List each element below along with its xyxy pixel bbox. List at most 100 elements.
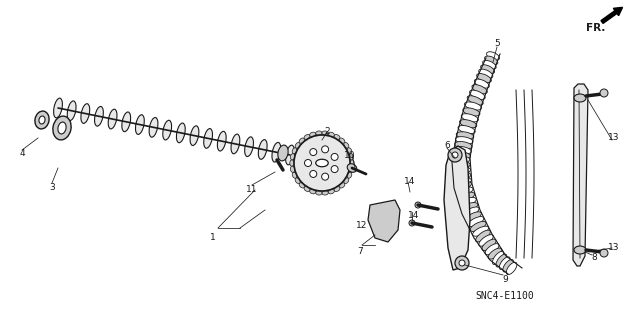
- Ellipse shape: [477, 74, 492, 82]
- Polygon shape: [444, 146, 470, 270]
- Ellipse shape: [349, 154, 353, 160]
- Ellipse shape: [461, 114, 478, 122]
- Ellipse shape: [467, 96, 483, 105]
- Text: 4: 4: [19, 149, 25, 158]
- Polygon shape: [573, 84, 588, 266]
- Ellipse shape: [453, 151, 470, 159]
- Ellipse shape: [470, 90, 485, 100]
- Ellipse shape: [136, 115, 144, 134]
- Circle shape: [310, 170, 317, 177]
- Ellipse shape: [278, 145, 288, 161]
- Ellipse shape: [468, 217, 484, 226]
- Ellipse shape: [316, 191, 322, 195]
- Ellipse shape: [485, 244, 499, 255]
- Ellipse shape: [218, 131, 226, 151]
- Ellipse shape: [452, 162, 470, 169]
- Ellipse shape: [322, 131, 328, 135]
- Ellipse shape: [465, 102, 481, 110]
- Circle shape: [600, 89, 608, 97]
- Text: 5: 5: [494, 40, 500, 48]
- Ellipse shape: [39, 116, 45, 124]
- Ellipse shape: [479, 234, 493, 246]
- Ellipse shape: [295, 178, 300, 183]
- Circle shape: [331, 166, 338, 173]
- Ellipse shape: [35, 111, 49, 129]
- Text: 3: 3: [49, 183, 55, 192]
- Ellipse shape: [54, 98, 62, 118]
- Ellipse shape: [328, 132, 334, 137]
- Ellipse shape: [316, 159, 328, 167]
- Ellipse shape: [454, 172, 471, 179]
- Ellipse shape: [339, 138, 345, 143]
- Text: SNC4-E1100: SNC4-E1100: [476, 291, 534, 301]
- Ellipse shape: [409, 220, 415, 226]
- Ellipse shape: [492, 251, 504, 264]
- Ellipse shape: [81, 104, 90, 123]
- Ellipse shape: [244, 137, 253, 157]
- Ellipse shape: [454, 177, 471, 184]
- Circle shape: [600, 249, 608, 257]
- Text: 7: 7: [357, 248, 363, 256]
- Ellipse shape: [272, 142, 281, 162]
- Ellipse shape: [465, 212, 481, 222]
- Ellipse shape: [463, 108, 480, 116]
- Ellipse shape: [334, 187, 340, 191]
- Ellipse shape: [339, 183, 345, 188]
- Circle shape: [331, 153, 338, 160]
- Ellipse shape: [163, 120, 172, 140]
- Text: 12: 12: [356, 220, 368, 229]
- Ellipse shape: [344, 143, 349, 148]
- FancyArrow shape: [601, 7, 623, 23]
- Ellipse shape: [290, 160, 294, 166]
- Ellipse shape: [259, 140, 267, 159]
- Ellipse shape: [452, 156, 470, 164]
- Circle shape: [294, 135, 350, 191]
- Ellipse shape: [458, 125, 475, 134]
- Ellipse shape: [481, 65, 495, 74]
- Ellipse shape: [350, 160, 354, 166]
- Ellipse shape: [456, 187, 473, 196]
- Ellipse shape: [67, 101, 76, 121]
- Text: 8: 8: [591, 254, 597, 263]
- Ellipse shape: [122, 112, 131, 132]
- Ellipse shape: [316, 131, 322, 135]
- Ellipse shape: [295, 143, 300, 148]
- Ellipse shape: [204, 129, 212, 148]
- Ellipse shape: [456, 132, 474, 139]
- Ellipse shape: [482, 239, 496, 250]
- Ellipse shape: [231, 134, 240, 154]
- Ellipse shape: [476, 230, 490, 242]
- Ellipse shape: [348, 164, 356, 172]
- Ellipse shape: [454, 142, 472, 149]
- Ellipse shape: [463, 207, 479, 217]
- Ellipse shape: [292, 172, 297, 178]
- Ellipse shape: [108, 109, 117, 129]
- Ellipse shape: [488, 248, 502, 259]
- Ellipse shape: [470, 221, 486, 231]
- Circle shape: [310, 149, 317, 156]
- Ellipse shape: [503, 260, 513, 272]
- Ellipse shape: [474, 79, 490, 88]
- Ellipse shape: [460, 197, 476, 206]
- Ellipse shape: [479, 69, 493, 78]
- Ellipse shape: [53, 116, 71, 140]
- Ellipse shape: [344, 178, 349, 183]
- Ellipse shape: [310, 189, 316, 194]
- Ellipse shape: [574, 246, 586, 254]
- Ellipse shape: [453, 167, 470, 174]
- Ellipse shape: [190, 126, 199, 145]
- Ellipse shape: [506, 262, 517, 275]
- Ellipse shape: [347, 172, 352, 178]
- Ellipse shape: [574, 94, 586, 102]
- Polygon shape: [368, 200, 400, 242]
- Circle shape: [322, 173, 328, 180]
- Ellipse shape: [496, 254, 507, 267]
- Ellipse shape: [454, 146, 471, 154]
- Ellipse shape: [472, 85, 487, 94]
- Ellipse shape: [95, 107, 103, 126]
- Ellipse shape: [454, 182, 472, 190]
- Ellipse shape: [291, 154, 294, 160]
- Ellipse shape: [58, 122, 66, 134]
- Ellipse shape: [484, 56, 498, 65]
- Circle shape: [455, 256, 469, 270]
